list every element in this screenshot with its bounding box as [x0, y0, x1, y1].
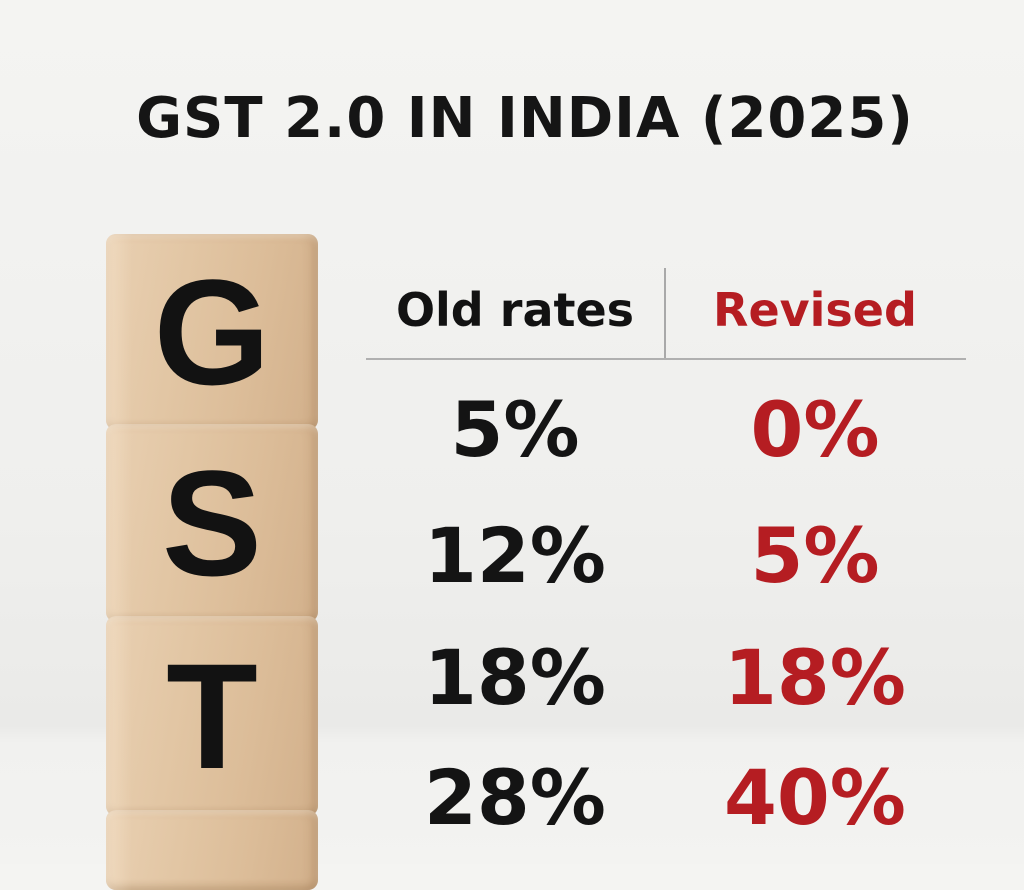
- block-letter-g: G: [153, 248, 271, 416]
- old-rate-cell: 18%: [424, 633, 606, 722]
- old-rate-cell: 5%: [450, 385, 580, 474]
- old-rate-cell: 12%: [424, 511, 606, 600]
- header-old-rates: Old rates: [395, 283, 635, 337]
- wooden-block-s: S: [106, 424, 318, 622]
- wooden-block-partial: [106, 810, 318, 890]
- header-divider: [366, 358, 966, 360]
- old-rate-cell: 28%: [424, 753, 606, 842]
- revised-rate-cell: 40%: [724, 753, 906, 842]
- revised-rate-cell: 0%: [750, 385, 880, 474]
- block-letter-s: S: [161, 439, 263, 607]
- wooden-block-t: T: [106, 616, 318, 816]
- wooden-block-g: G: [106, 234, 318, 430]
- header-revised-rates: Revised: [713, 283, 917, 337]
- revised-rate-cell: 18%: [724, 633, 906, 722]
- page-title: GST 2.0 IN INDIA (2025): [136, 86, 914, 151]
- revised-rate-cell: 5%: [750, 511, 880, 600]
- column-divider: [664, 268, 666, 360]
- block-letter-t: T: [166, 632, 258, 800]
